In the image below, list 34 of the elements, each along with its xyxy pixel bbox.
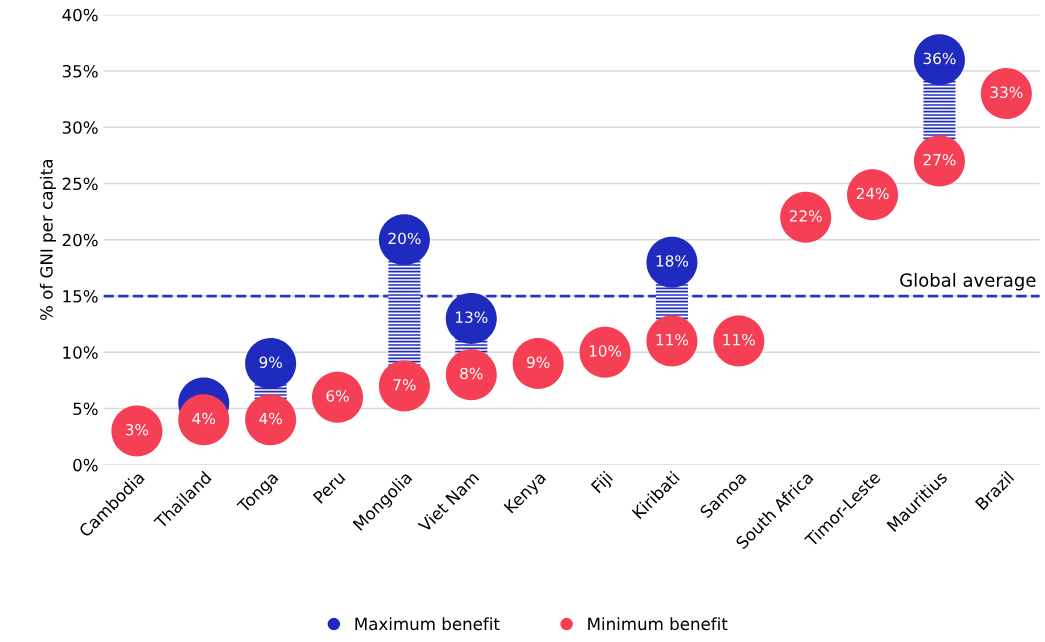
data-label: 11%: [723, 333, 755, 346]
data-label: 11%: [656, 333, 689, 346]
legend-label: Maximum benefit: [355, 617, 500, 631]
data-label: 22%: [789, 210, 822, 222]
data-label: 8%: [460, 367, 483, 380]
data-label: 10%: [589, 345, 622, 357]
data-label: 36%: [923, 52, 956, 65]
y-tick-label: 20%: [62, 233, 98, 247]
legend-label: Minimum benefit: [588, 617, 728, 631]
data-label: 18%: [656, 255, 689, 267]
y-tick-label: 0%: [73, 458, 98, 472]
y-tick-label: 35%: [62, 64, 98, 78]
data-label: 20%: [388, 232, 421, 245]
y-tick-label: 25%: [62, 177, 98, 191]
data-label: 4%: [192, 412, 216, 425]
y-tick-label: 5%: [73, 402, 98, 416]
data-label: 13%: [455, 311, 488, 323]
point: [111, 405, 163, 457]
data-label: 3%: [125, 423, 149, 436]
y-tick-label: 10%: [63, 346, 98, 359]
y-tick-label: 15%: [63, 290, 98, 303]
x-tick-label: Fiji: [590, 470, 616, 496]
y-tick-label: 30%: [62, 121, 98, 134]
y-tick-label: 40%: [62, 8, 98, 22]
data-label: 6%: [326, 390, 349, 402]
data-label: 9%: [259, 356, 282, 368]
ref-line-label: Global average: [900, 272, 1036, 291]
data-label: 27%: [923, 153, 956, 166]
y-axis-title: % of GNI per capita: [39, 160, 56, 321]
data-label: 9%: [527, 356, 550, 368]
data-label: 24%: [856, 187, 889, 200]
data-label: 4%: [259, 412, 282, 425]
data-label: 33%: [990, 86, 1023, 98]
data-label: 7%: [393, 378, 416, 391]
